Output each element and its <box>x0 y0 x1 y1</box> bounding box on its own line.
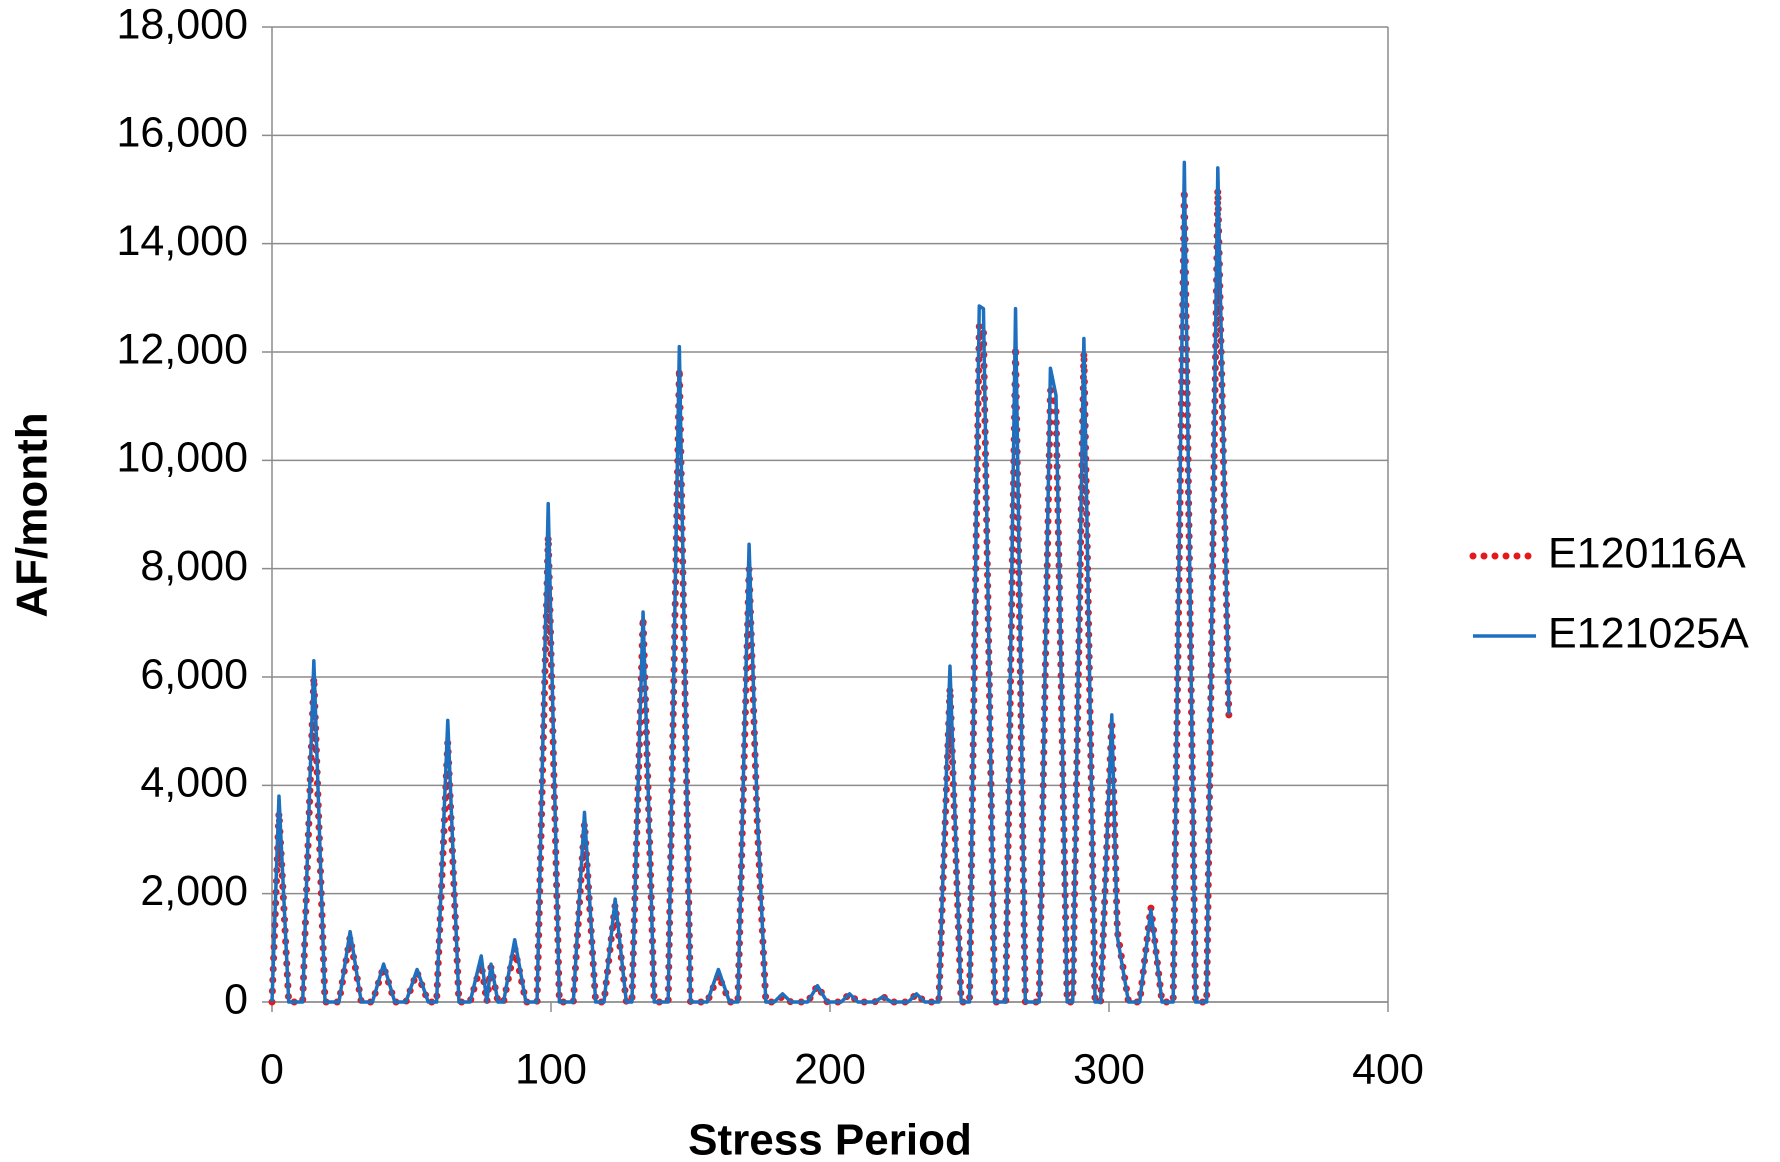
y-tick-label: 2,000 <box>140 867 248 915</box>
y-tick-label: 10,000 <box>116 434 248 482</box>
x-tick-label: 0 <box>260 1045 284 1093</box>
y-tick-label: 4,000 <box>140 759 248 807</box>
y-tick-label: 8,000 <box>140 542 248 590</box>
legend-label: E121025A <box>1548 609 1749 657</box>
legend-label: E120116A <box>1548 529 1746 577</box>
y-tick-label: 0 <box>224 975 248 1023</box>
y-axis-title: AF/month <box>8 412 57 617</box>
x-axis-title: Stress Period <box>688 1116 972 1162</box>
y-tick-label: 12,000 <box>116 325 248 373</box>
y-tick-label: 18,000 <box>116 0 248 48</box>
x-tick-label: 200 <box>794 1045 866 1093</box>
series-line <box>270 160 1231 1004</box>
x-tick-label: 100 <box>515 1045 587 1093</box>
y-tick-label: 6,000 <box>140 650 248 698</box>
y-tick-label: 14,000 <box>116 217 248 265</box>
y-tick-label: 16,000 <box>116 109 248 157</box>
x-tick-label: 300 <box>1073 1045 1145 1093</box>
x-tick-label: 400 <box>1352 1045 1424 1093</box>
